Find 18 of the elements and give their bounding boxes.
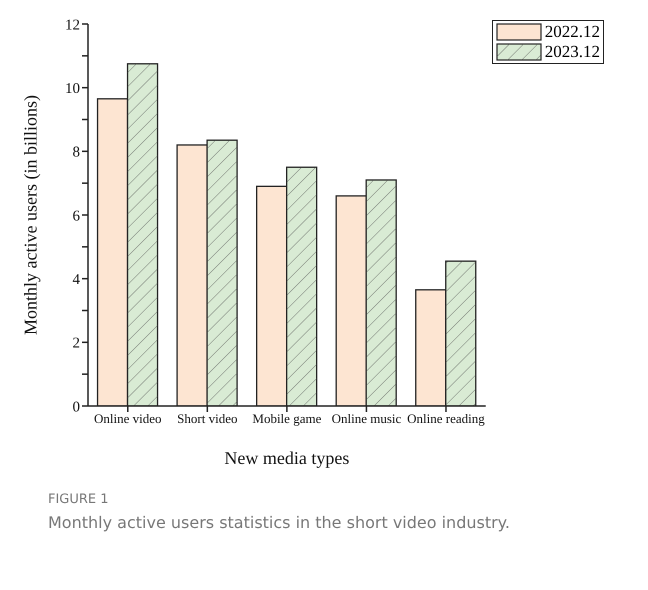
- y-tick-label: 0: [72, 399, 80, 416]
- x-tick-label: Online video: [94, 411, 162, 426]
- y-tick-label: 8: [72, 144, 80, 161]
- y-tick-label: 6: [72, 208, 80, 224]
- legend-label: 2022.12: [544, 22, 600, 42]
- x-axis-title: New media types: [224, 448, 350, 468]
- x-tick-label: Short video: [177, 411, 238, 426]
- y-axis-title: Monthly active users (in billions): [20, 95, 40, 335]
- caption: FIGURE 1: [48, 492, 110, 507]
- x-tick-label: Online reading: [407, 411, 486, 426]
- legend-label: 2023.12: [544, 42, 600, 62]
- x-tick-label: Mobile game: [252, 411, 322, 426]
- y-tick-label: 12: [65, 17, 80, 34]
- x-tick-label: Online music: [332, 411, 402, 426]
- y-tick-label: 4: [72, 272, 80, 288]
- y-tick-label: 10: [65, 80, 80, 97]
- text: Monthly active users statistics in the short video industry.: [48, 513, 511, 532]
- y-tick-label: 2: [72, 336, 80, 352]
